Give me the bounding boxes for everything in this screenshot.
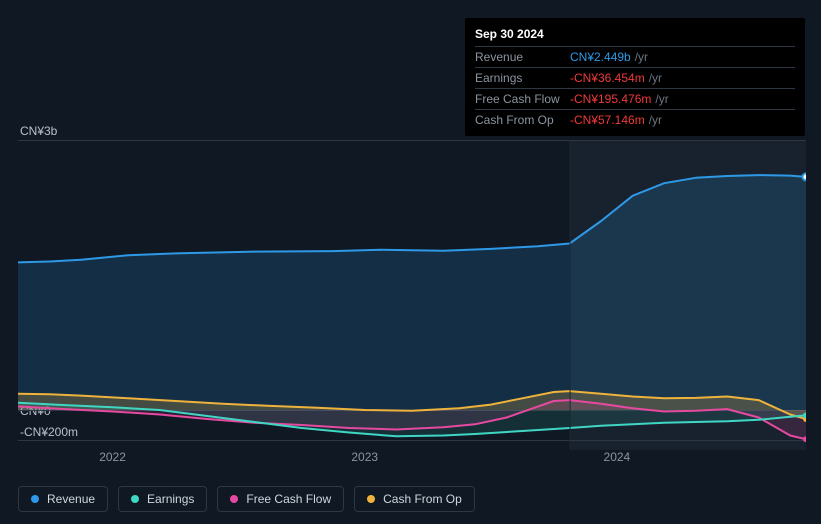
legend-dot-icon [131, 495, 139, 503]
tooltip-row: Cash From Op-CN¥57.146m/yr [475, 110, 795, 130]
tooltip-row-suffix: /yr [655, 92, 668, 106]
tooltip-row-value: -CN¥195.476m [570, 92, 651, 106]
tooltip-date: Sep 30 2024 [475, 24, 795, 47]
legend-item[interactable]: Free Cash Flow [217, 486, 344, 512]
legend: Revenue Earnings Free Cash Flow Cash From O… [18, 486, 475, 512]
x-axis-label: 2024 [604, 450, 631, 464]
tooltip-row-label: Earnings [475, 71, 570, 85]
legend-label: Cash From Op [383, 492, 462, 506]
tooltip-row-label: Free Cash Flow [475, 92, 570, 106]
x-axis-label: 2022 [99, 450, 126, 464]
tooltip-row-label: Cash From Op [475, 113, 570, 127]
tooltip-row-value: -CN¥36.454m [570, 71, 645, 85]
legend-item[interactable]: Earnings [118, 486, 207, 512]
tooltip-row-label: Revenue [475, 50, 570, 64]
area-chart [18, 140, 806, 450]
x-axis-label: 2023 [351, 450, 378, 464]
tooltip-row: Free Cash Flow-CN¥195.476m/yr [475, 89, 795, 110]
y-axis-top-label: CN¥3b [20, 124, 57, 138]
legend-label: Free Cash Flow [246, 492, 331, 506]
legend-label: Revenue [47, 492, 95, 506]
tooltip-row-value: -CN¥57.146m [570, 113, 645, 127]
tooltip-row-suffix: /yr [649, 71, 662, 85]
legend-dot-icon [367, 495, 375, 503]
tooltip-row-suffix: /yr [635, 50, 648, 64]
tooltip-row: RevenueCN¥2.449b/yr [475, 47, 795, 68]
tooltip-box: Sep 30 2024 RevenueCN¥2.449b/yrEarnings-… [465, 18, 805, 136]
tooltip-row-suffix: /yr [649, 113, 662, 127]
legend-item[interactable]: Cash From Op [354, 486, 475, 512]
tooltip-row-value: CN¥2.449b [570, 50, 631, 64]
legend-dot-icon [230, 495, 238, 503]
tooltip-row: Earnings-CN¥36.454m/yr [475, 68, 795, 89]
legend-item[interactable]: Revenue [18, 486, 108, 512]
legend-dot-icon [31, 495, 39, 503]
legend-label: Earnings [147, 492, 194, 506]
